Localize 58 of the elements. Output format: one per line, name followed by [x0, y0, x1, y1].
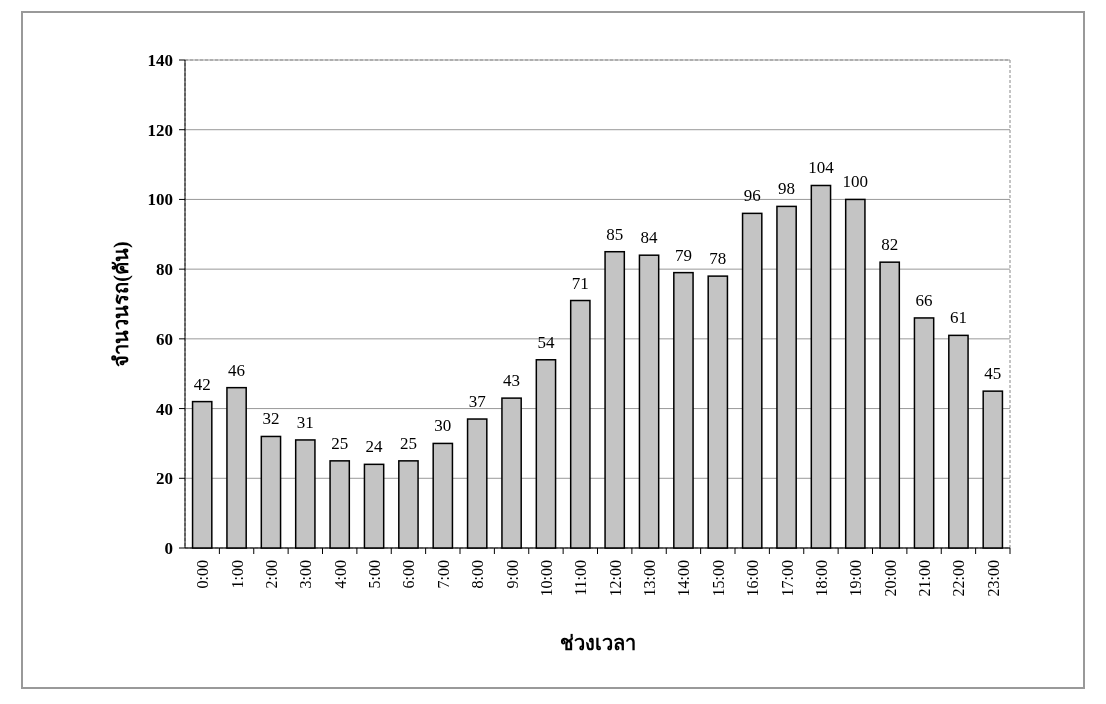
data-label: 82 — [881, 235, 899, 255]
data-label: 98 — [778, 179, 796, 199]
data-label: 43 — [503, 371, 521, 391]
y-tick-label: 100 — [147, 190, 173, 210]
y-tick-label: 60 — [156, 329, 173, 349]
x-tick-label: 11:00 — [572, 560, 590, 596]
x-tick-label: 3:00 — [297, 560, 315, 589]
x-tick-label: 7:00 — [434, 560, 452, 589]
x-tick-label: 12:00 — [606, 560, 624, 597]
data-label: 37 — [468, 392, 487, 412]
x-tick-label: 20:00 — [881, 560, 899, 597]
data-label: 25 — [331, 433, 349, 453]
x-tick-label: 21:00 — [916, 560, 934, 597]
data-label: 30 — [434, 416, 452, 436]
y-tick-label: 120 — [147, 120, 173, 140]
y-tick-label: 40 — [156, 399, 173, 419]
y-axis-title: จำนวนรถ(คัน) — [110, 241, 133, 367]
data-label: 85 — [606, 224, 624, 244]
x-tick-label: 8:00 — [469, 560, 487, 589]
data-label: 32 — [262, 409, 280, 429]
x-tick-label: 6:00 — [400, 560, 418, 589]
data-label: 25 — [399, 433, 417, 453]
data-label: 61 — [949, 308, 967, 328]
data-label: 71 — [571, 273, 589, 293]
data-label: 46 — [228, 360, 246, 380]
data-label: 100 — [842, 172, 869, 192]
x-tick-label: 18:00 — [812, 560, 830, 597]
x-tick-label: 10:00 — [537, 560, 555, 597]
x-tick-label: 4:00 — [331, 560, 349, 589]
data-label: 45 — [984, 364, 1002, 384]
x-tick-label: 13:00 — [641, 560, 659, 597]
x-tick-label: 15:00 — [709, 560, 727, 597]
x-tick-label: 23:00 — [984, 560, 1002, 597]
x-axis-title: ช่วงเวลา — [559, 632, 636, 654]
y-tick-label: 0 — [164, 539, 173, 558]
y-tick-label: 80 — [156, 260, 173, 280]
data-label: 84 — [640, 228, 659, 248]
y-tick-label: 140 — [147, 51, 173, 70]
x-tick-label: 16:00 — [744, 560, 762, 597]
data-label: 31 — [296, 412, 314, 432]
x-tick-label: 1:00 — [228, 560, 246, 589]
x-tick-label: 17:00 — [778, 560, 796, 597]
x-tick-label: 9:00 — [503, 560, 521, 589]
x-tick-label: 0:00 — [194, 560, 212, 589]
data-label: 66 — [915, 290, 933, 310]
data-label: 79 — [674, 245, 692, 265]
data-label: 78 — [709, 249, 727, 269]
x-tick-label: 14:00 — [675, 560, 693, 597]
y-tick-label: 20 — [156, 469, 173, 489]
data-label: 54 — [537, 332, 555, 352]
data-label: 104 — [808, 158, 835, 178]
x-tick-label: 22:00 — [950, 560, 968, 597]
x-tick-label: 19:00 — [847, 560, 865, 597]
data-label: 24 — [365, 437, 384, 457]
x-tick-label: 2:00 — [262, 560, 280, 589]
data-label: 42 — [193, 374, 211, 394]
data-label: 96 — [743, 186, 761, 206]
x-tick-label: 5:00 — [366, 560, 384, 589]
